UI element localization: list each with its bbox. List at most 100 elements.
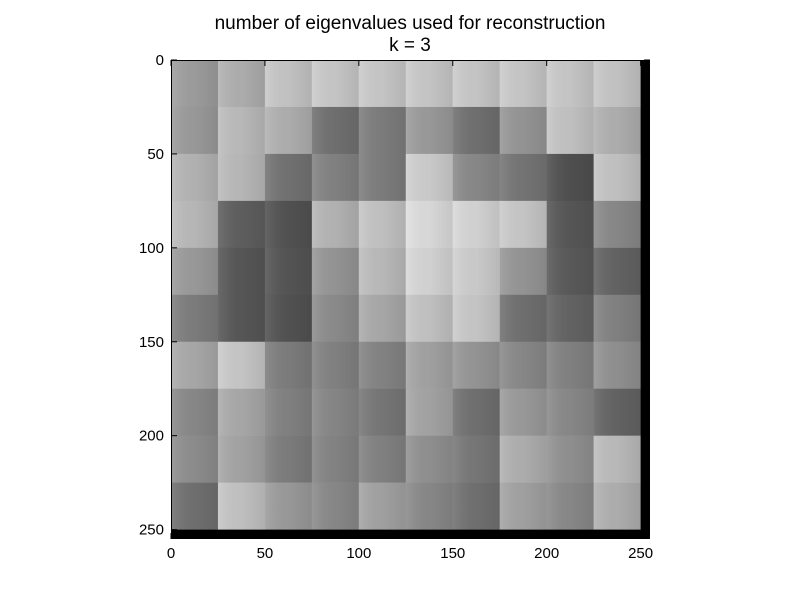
heatmap-block-shading xyxy=(171,60,218,107)
heatmap-block-shading xyxy=(171,200,218,248)
x-tick-label: 50 xyxy=(257,545,274,562)
heatmap-block-shading xyxy=(405,247,453,295)
padding-band-right xyxy=(640,60,650,539)
heatmap-block-shading xyxy=(546,200,594,248)
x-tick-label: 200 xyxy=(534,545,559,562)
heatmap-block-shading xyxy=(593,435,641,483)
heatmap-block-shading xyxy=(311,106,359,154)
x-tick-label: 100 xyxy=(346,545,371,562)
x-tick-label: 250 xyxy=(628,545,653,562)
heatmap-block-shading xyxy=(405,106,453,154)
heatmap-block-shading xyxy=(171,482,218,530)
heatmap-block-shading xyxy=(546,341,594,389)
heatmap-block-shading xyxy=(264,435,312,483)
heatmap-block-shading xyxy=(405,435,453,483)
heatmap-block-shading xyxy=(452,388,500,436)
y-tick-label: 200 xyxy=(139,428,164,445)
chart-title: number of eigenvalues used for reconstru… xyxy=(214,13,606,34)
heatmap-block-shading xyxy=(171,294,218,342)
heatmap-block-shading xyxy=(171,435,218,483)
heatmap-block-shading xyxy=(546,106,594,154)
heatmap-block-shading xyxy=(264,294,312,342)
padding-band-bottom xyxy=(171,529,650,539)
heatmap-block-shading xyxy=(499,341,547,389)
heatmap-block-shading xyxy=(499,388,547,436)
heatmap-block-shading xyxy=(405,153,453,201)
y-tick-label: 50 xyxy=(147,146,164,163)
heatmap-block-shading xyxy=(217,247,265,295)
heatmap-block-shading xyxy=(499,153,547,201)
heatmap-block-shading xyxy=(358,435,406,483)
heatmap-block-shading xyxy=(405,294,453,342)
heatmap-block-shading xyxy=(264,200,312,248)
heatmap-block-shading xyxy=(452,153,500,201)
heatmap-block-shading xyxy=(593,388,641,436)
heatmap-block-shading xyxy=(358,294,406,342)
heatmap-block-shading xyxy=(217,200,265,248)
heatmap-block-shading xyxy=(499,106,547,154)
heatmap-block-shading xyxy=(546,153,594,201)
heatmap-block-shading xyxy=(452,106,500,154)
plot-frame xyxy=(171,60,650,539)
y-tick-label: 150 xyxy=(139,334,164,351)
heatmap-block-shading xyxy=(264,482,312,530)
heatmap-block-shading xyxy=(264,341,312,389)
heatmap-block-shading xyxy=(358,60,406,107)
heatmap-block-shading xyxy=(217,482,265,530)
heatmap-block-shading xyxy=(452,341,500,389)
heatmap-block-shading xyxy=(358,153,406,201)
heatmap-block-shading xyxy=(452,247,500,295)
heatmap-block-shading xyxy=(358,200,406,248)
chart-subtitle: k = 3 xyxy=(389,35,431,56)
heatmap-block-shading xyxy=(358,482,406,530)
heatmap-block-shading xyxy=(593,482,641,530)
heatmap-block-shading xyxy=(358,388,406,436)
heatmap-block-shading xyxy=(546,60,594,107)
heatmap-block-shading xyxy=(217,60,265,107)
heatmap-blocks xyxy=(171,60,641,530)
heatmap-block-shading xyxy=(499,200,547,248)
x-tick-label: 0 xyxy=(167,545,175,562)
heatmap-block-shading xyxy=(264,60,312,107)
heatmap-block-shading xyxy=(311,341,359,389)
heatmap-block-shading xyxy=(546,482,594,530)
heatmap-block-shading xyxy=(499,294,547,342)
heatmap-block-shading xyxy=(264,106,312,154)
heatmap-block-shading xyxy=(311,435,359,483)
heatmap-block-shading xyxy=(593,294,641,342)
heatmap-block-shading xyxy=(452,435,500,483)
y-tick-label: 250 xyxy=(139,522,164,539)
heatmap-block-shading xyxy=(405,200,453,248)
heatmap-block-shading xyxy=(593,106,641,154)
heatmap-block-shading xyxy=(593,60,641,107)
x-tick-label: 150 xyxy=(440,545,465,562)
y-tick-label: 100 xyxy=(139,240,164,257)
heatmap-block-shading xyxy=(217,153,265,201)
heatmap-block-shading xyxy=(546,247,594,295)
heatmap-block-shading xyxy=(217,106,265,154)
heatmap-block-shading xyxy=(358,247,406,295)
heatmap-block-shading xyxy=(405,341,453,389)
heatmap-block-shading xyxy=(499,60,547,107)
heatmap-block-shading xyxy=(171,388,218,436)
heatmap-block-shading xyxy=(452,60,500,107)
heatmap-block-shading xyxy=(311,247,359,295)
heatmap-block-shading xyxy=(311,200,359,248)
heatmap-block-shading xyxy=(546,294,594,342)
heatmap-block-shading xyxy=(499,435,547,483)
heatmap-block-shading xyxy=(217,435,265,483)
heatmap-block-shading xyxy=(311,294,359,342)
heatmap-block-shading xyxy=(311,60,359,107)
heatmap-block-shading xyxy=(499,247,547,295)
heatmap-block-shading xyxy=(593,341,641,389)
heatmap-block-shading xyxy=(593,200,641,248)
heatmap-block-shading xyxy=(264,153,312,201)
heatmap-block-shading xyxy=(499,482,547,530)
heatmap-block-shading xyxy=(217,388,265,436)
heatmap-block-shading xyxy=(546,435,594,483)
heatmap-block-shading xyxy=(452,200,500,248)
heatmap-block-shading xyxy=(171,153,218,201)
heatmap-block-shading xyxy=(405,60,453,107)
